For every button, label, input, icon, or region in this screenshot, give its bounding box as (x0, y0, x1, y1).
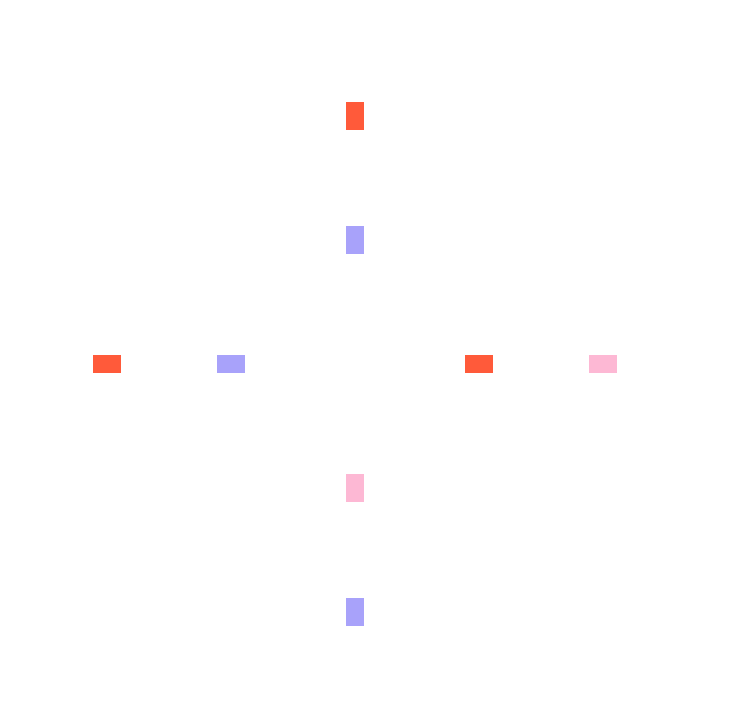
tile-east-outer[interactable] (589, 355, 617, 373)
tile-west-outer[interactable] (93, 355, 121, 373)
tile-north-outer[interactable] (346, 102, 364, 130)
tile-south-inner[interactable] (346, 474, 364, 502)
tile-east-inner[interactable] (465, 355, 493, 373)
tile-south-outer[interactable] (346, 598, 364, 626)
tile-west-inner[interactable] (217, 355, 245, 373)
tile-north-inner[interactable] (346, 226, 364, 254)
